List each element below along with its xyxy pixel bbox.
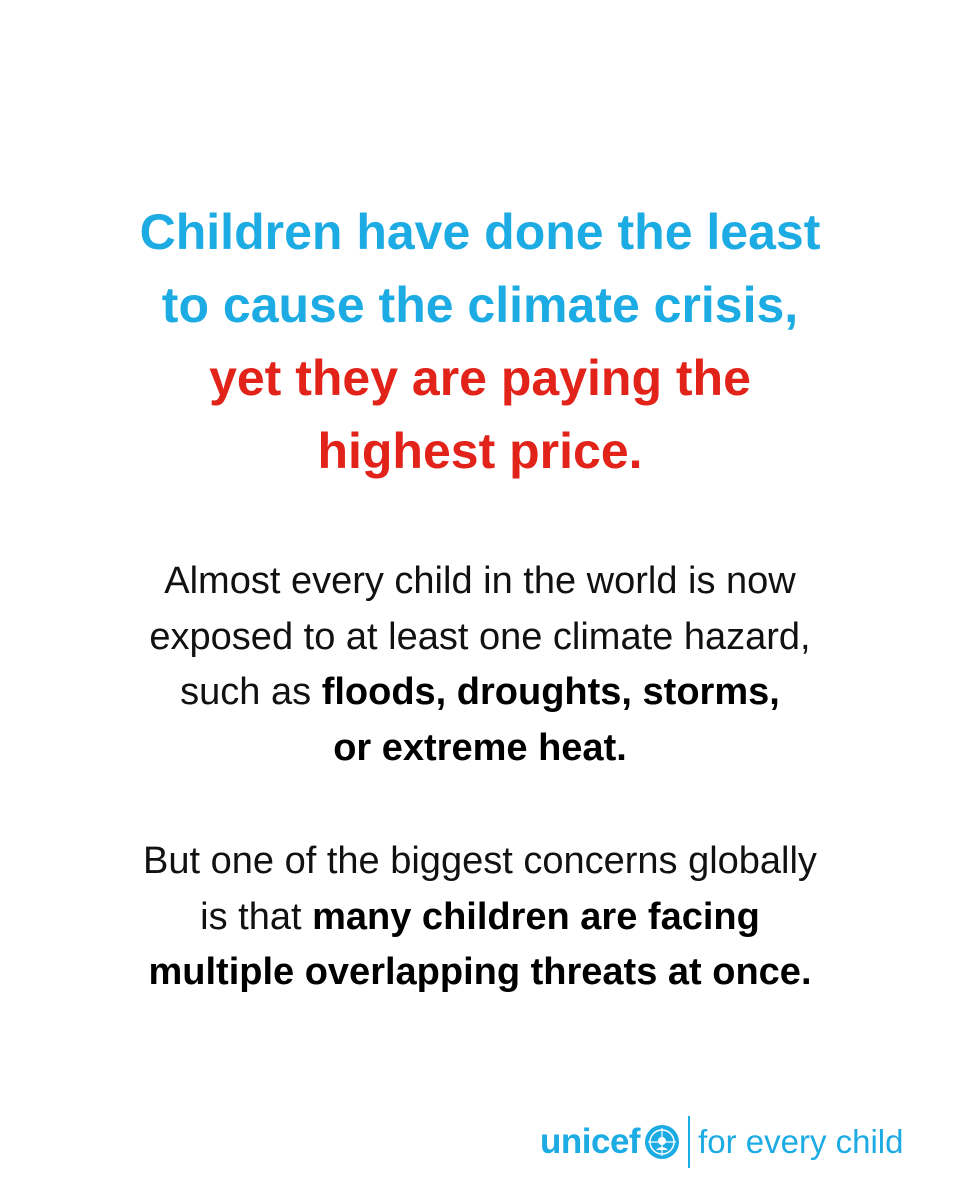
paragraph-line: is that many children are facing bbox=[0, 890, 960, 946]
paragraph-line: such as floods, droughts, storms, bbox=[0, 665, 960, 721]
logo-tagline: for every child bbox=[698, 1123, 904, 1160]
headline-line: yet they are paying the bbox=[209, 350, 751, 406]
text: exposed to at least one climate hazard, bbox=[149, 615, 811, 658]
text: But one of the biggest concerns globally bbox=[143, 840, 817, 882]
logo: unicef for every child bbox=[540, 1116, 904, 1168]
logo-brand: unicef bbox=[540, 1122, 641, 1161]
paragraph-line: or extreme heat. bbox=[0, 721, 960, 777]
bold-text: floods, droughts, storms, bbox=[321, 671, 780, 713]
headline-line: to cause the climate crisis, bbox=[161, 277, 799, 333]
text: Almost every child in the world is now bbox=[164, 560, 796, 602]
paragraph-line: Almost every child in the world is now bbox=[0, 554, 960, 610]
paragraph-line: But one of the biggest concerns globally bbox=[0, 834, 960, 890]
logo-emblem bbox=[645, 1125, 680, 1159]
headline: Children have done the least to cause the… bbox=[0, 196, 960, 488]
headline-line: Children have done the least bbox=[139, 204, 821, 260]
paragraph: Almost every child in the world is now ex… bbox=[0, 554, 960, 776]
bold-text: many children are facing bbox=[312, 895, 760, 938]
bold-text: multiple overlapping threats at once. bbox=[148, 951, 812, 993]
bold-text: or extreme heat. bbox=[333, 726, 627, 769]
paragraph-line: multiple overlapping threats at once. bbox=[0, 945, 960, 1001]
headline-line: highest price. bbox=[317, 423, 643, 479]
text: is that bbox=[200, 895, 313, 938]
logo-divider bbox=[688, 1116, 691, 1168]
paragraph: But one of the biggest concerns globally… bbox=[0, 834, 960, 1001]
text: such as bbox=[180, 671, 322, 713]
paragraph-line: exposed to at least one climate hazard, bbox=[0, 610, 960, 666]
